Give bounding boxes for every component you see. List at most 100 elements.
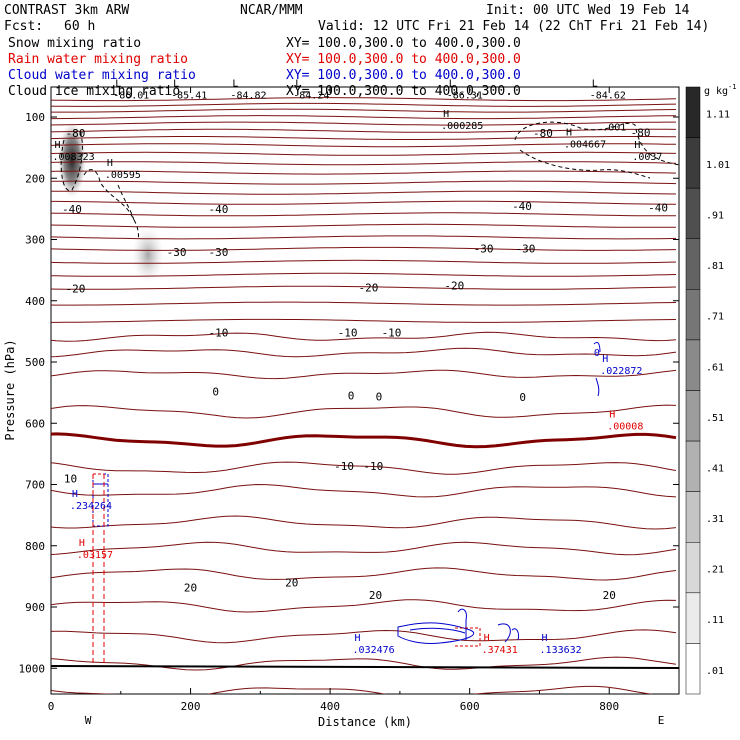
isotherm-line	[51, 180, 677, 185]
isotherm-line	[51, 515, 677, 530]
isotherm-line	[51, 246, 677, 251]
extremum-marker: H	[634, 140, 640, 151]
extremum-value: .00008	[607, 421, 643, 432]
field-name-2: Cloud water mixing ratio	[8, 68, 196, 83]
y-tick-label: 500	[25, 356, 45, 369]
init-time: Init: 00 UTC Wed 19 Feb 14	[486, 3, 690, 18]
colorbar-swatch	[685, 542, 701, 594]
colorbar-exponent: -1	[728, 83, 736, 91]
isotherm-line	[51, 170, 677, 175]
cloud-water-contour-low-1	[397, 622, 475, 644]
cloud-water-contour-low-2	[409, 627, 466, 634]
y-tick-label: 100	[25, 111, 45, 124]
extremum-value: .022872	[600, 366, 642, 377]
field-xsec-1: XY= 100.0,300.0 to 400.0,300.0	[286, 52, 521, 67]
field-name-1: Rain water mixing ratio	[8, 52, 188, 67]
extremum-value: -84.82	[230, 91, 266, 102]
field-name-3: Cloud ice mixing ratio	[8, 84, 180, 99]
field-name-0: Snow mixing ratio	[8, 36, 141, 51]
colorbar-swatch	[685, 86, 701, 138]
isotherm-line	[51, 143, 677, 148]
colorbar-tick-label: .71	[706, 312, 724, 323]
isotherm-label: -20	[65, 283, 85, 296]
field-xsec-3: XY= 100.0,300.0 to 400.0,300.0	[286, 84, 521, 99]
colorbar-swatch	[685, 491, 701, 543]
y-tick-label: 700	[25, 479, 45, 492]
extremum-marker: H	[107, 158, 113, 169]
cloud-ice-contour-1	[60, 129, 83, 191]
x-tick-label: 200	[181, 700, 201, 713]
colorbar-tick-label: 1.11	[706, 109, 730, 120]
isotherm-label: 20	[603, 589, 616, 602]
isotherm-line	[51, 190, 677, 195]
colorbar-tick-label: .31	[706, 514, 724, 525]
extremum-value: -85.41	[171, 91, 207, 102]
isotherm-label: -80	[65, 127, 85, 140]
cloud-water-contour-low-3	[457, 608, 467, 640]
colorbar-tick-label: .11	[706, 615, 724, 626]
colorbar: 1.11 1.01 .91 .81 .71 .61 .51 .41 .31 .21 .11 .01 g …	[685, 83, 736, 695]
isotherm-label: -40	[648, 202, 668, 215]
extremum-value: .004667	[564, 140, 606, 151]
extremum-marker: H	[72, 489, 78, 500]
extra-label: 0	[594, 348, 600, 359]
extremum-marker: L	[449, 79, 455, 90]
isotherm-label: -30	[167, 246, 187, 259]
extremum-value: -84.24	[293, 91, 329, 102]
extra-label: .001	[602, 122, 626, 133]
extremum-value: -84.62	[590, 91, 626, 102]
extremum-value: .000285	[441, 121, 483, 132]
isotherm-label: -30	[209, 246, 229, 259]
extremum-marker: H	[355, 633, 361, 644]
y-tick-label: 200	[25, 172, 45, 185]
x-tick-label: 600	[460, 700, 480, 713]
extremum-value: -86.01	[113, 91, 149, 102]
field-xsec-2: XY= 100.0,300.0 to 400.0,300.0	[286, 68, 521, 83]
forecast-hours: 60 h	[64, 19, 95, 34]
isotherm-label: -40	[512, 200, 532, 213]
snow-shading-core	[58, 122, 86, 198]
snow-shading-secondary	[132, 227, 164, 283]
forecast-label: Fcst:	[4, 19, 43, 34]
isotherm-label: -10	[334, 460, 354, 473]
isotherm-line	[51, 97, 677, 102]
y-tick-label: 1000	[19, 662, 46, 675]
extremum-value: .37431	[482, 645, 518, 656]
x-tick-label: 0	[48, 700, 55, 713]
isotherm-line	[51, 404, 677, 419]
colorbar-tick-label: .41	[706, 463, 724, 474]
isotherm-line	[51, 541, 677, 556]
rain-contour-low	[455, 627, 481, 647]
colorbar-tick-label: 1.01	[706, 160, 730, 171]
colorbar-swatch	[685, 187, 701, 240]
isotherm-label: 10	[64, 472, 77, 485]
extremum-value: .00595	[105, 170, 141, 181]
cloud-water-contour-low-4	[497, 623, 511, 643]
colorbar-swatch	[685, 289, 701, 341]
isotherm-line	[51, 115, 677, 120]
ground-surface-line	[50, 665, 680, 669]
org-label: NCAR/MMM	[240, 3, 303, 18]
y-tick-label: 900	[25, 601, 45, 614]
contour-labels: -80 -80 -80 -40 -40 -40 -40 -30 -30 -30 -30 -20 -20 -…	[52, 79, 668, 656]
x-axis-title: Distance (km)	[318, 715, 412, 729]
isotherm-line	[51, 151, 677, 156]
isotherm-line	[51, 212, 676, 217]
extremum-marker: H	[54, 140, 60, 151]
colorbar-tick-label: .81	[706, 261, 724, 272]
plot-frame	[50, 86, 680, 695]
colorbar-tick-label: .91	[706, 211, 724, 222]
extremum-value: .032476	[353, 645, 395, 656]
isotherm-line	[51, 483, 677, 498]
extremum-marker: L	[592, 79, 598, 90]
cloud-ice-contour-5	[519, 149, 651, 179]
extremum-marker: H	[609, 409, 615, 420]
isotherm-label: -40	[62, 203, 82, 216]
isotherm-label: 20	[285, 577, 298, 590]
colorbar-tick-label: .01	[706, 666, 724, 677]
west-label: W	[85, 714, 92, 727]
isotherm-line	[51, 121, 676, 126]
extremum-value: .03157	[77, 550, 113, 561]
